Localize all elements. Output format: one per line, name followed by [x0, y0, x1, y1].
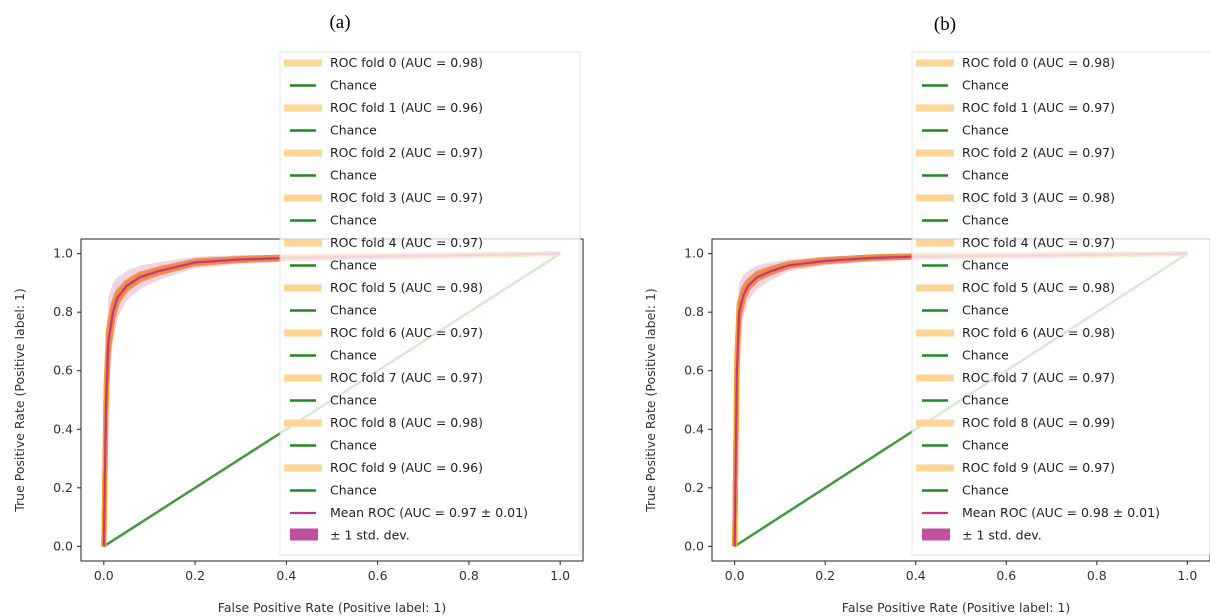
legend-label-fold-6: ROC fold 6 (AUC = 0.98) — [962, 325, 1115, 340]
legend-label-chance: Chance — [330, 438, 377, 453]
legend-label-chance: Chance — [962, 78, 1009, 93]
legend-label-fold-1: ROC fold 1 (AUC = 0.96) — [330, 100, 483, 115]
legend-label-fold-1: ROC fold 1 (AUC = 0.97) — [962, 100, 1115, 115]
legend-label-fold-0: ROC fold 0 (AUC = 0.98) — [962, 55, 1115, 70]
legend-label-chance: Chance — [330, 123, 377, 138]
x-tick-label: 0.0 — [94, 568, 114, 583]
legend-label-fold-8: ROC fold 8 (AUC = 0.98) — [330, 415, 483, 430]
legend-label-chance: Chance — [330, 483, 377, 498]
x-axis-label: False Positive Rate (Positive label: 1) — [218, 600, 446, 615]
legend-label-fold-2: ROC fold 2 (AUC = 0.97) — [330, 145, 483, 160]
y-tick-label: 0.8 — [684, 304, 704, 319]
x-tick-label: 0.2 — [815, 568, 835, 583]
legend-handle-std-dev — [290, 528, 318, 541]
legend-label-chance: Chance — [330, 168, 377, 183]
legend-label-mean-roc: Mean ROC (AUC = 0.98 ± 0.01) — [962, 505, 1160, 520]
y-tick-label: 0.8 — [53, 304, 73, 319]
legend-box — [279, 51, 581, 556]
legend-label-chance: Chance — [962, 393, 1009, 408]
legend-box — [911, 51, 1210, 556]
legend-label-fold-3: ROC fold 3 (AUC = 0.97) — [330, 190, 483, 205]
panel-label: (a) — [329, 12, 350, 33]
legend-label-fold-5: ROC fold 5 (AUC = 0.98) — [962, 280, 1115, 295]
y-tick-label: 0.6 — [684, 363, 704, 378]
legend-label-chance: Chance — [962, 348, 1009, 363]
legend-label-chance: Chance — [962, 123, 1009, 138]
x-tick-label: 0.4 — [276, 568, 296, 583]
legend: ROC fold 0 (AUC = 0.98) Chance ROC fold 1 … — [911, 51, 1210, 556]
legend: ROC fold 0 (AUC = 0.98) Chance ROC fold 1 … — [279, 51, 581, 556]
legend-label-fold-0: ROC fold 0 (AUC = 0.98) — [330, 55, 483, 70]
panel-label: (b) — [934, 14, 956, 35]
x-tick-label: 0.8 — [459, 568, 479, 583]
legend-label-fold-6: ROC fold 6 (AUC = 0.97) — [330, 325, 483, 340]
legend-label-chance: Chance — [330, 213, 377, 228]
legend-label-fold-8: ROC fold 8 (AUC = 0.99) — [962, 415, 1115, 430]
x-tick-label: 1.0 — [550, 568, 570, 583]
legend-label-fold-9: ROC fold 9 (AUC = 0.97) — [962, 460, 1115, 475]
legend-label-chance: Chance — [330, 258, 377, 273]
y-tick-label: 0.4 — [684, 421, 704, 436]
y-tick-label: 1.0 — [53, 246, 73, 261]
legend-label-chance: Chance — [962, 303, 1009, 318]
std-dev-band — [103, 253, 561, 547]
legend-label-mean-roc: Mean ROC (AUC = 0.97 ± 0.01) — [330, 505, 528, 520]
legend-label-fold-7: ROC fold 7 (AUC = 0.97) — [330, 370, 483, 385]
legend-label-chance: Chance — [962, 168, 1009, 183]
x-tick-label: 0.6 — [368, 568, 388, 583]
legend-label-fold-5: ROC fold 5 (AUC = 0.98) — [330, 280, 483, 295]
chart-panel-0: (a) 0.0 0.2 0.4 0.6 0.8 1.0 0.0 0.2 0.4 0.6 0.8 1.0 F… — [12, 12, 584, 615]
legend-label-fold-3: ROC fold 3 (AUC = 0.98) — [962, 190, 1115, 205]
y-tick-label: 0.6 — [53, 363, 73, 378]
legend-label-std-dev: ± 1 std. dev. — [962, 528, 1042, 543]
legend-label-chance: Chance — [330, 78, 377, 93]
legend-label-std-dev: ± 1 std. dev. — [330, 528, 410, 543]
x-tick-label: 0.4 — [906, 568, 926, 583]
y-tick-label: 0.0 — [53, 538, 73, 553]
legend-label-chance: Chance — [962, 213, 1009, 228]
x-tick-label: 1.0 — [1177, 568, 1197, 583]
legend-label-chance: Chance — [330, 303, 377, 318]
x-tick-label: 0.0 — [725, 568, 745, 583]
legend-handle-std-dev — [922, 528, 950, 541]
y-tick-label: 0.4 — [53, 421, 73, 436]
y-tick-label: 0.0 — [684, 538, 704, 553]
x-tick-label: 0.6 — [996, 568, 1016, 583]
y-axis-label: True Positive Rate (Positive label: 1) — [643, 288, 658, 513]
x-tick-label: 0.2 — [185, 568, 205, 583]
legend-label-chance: Chance — [330, 348, 377, 363]
legend-label-fold-4: ROC fold 4 (AUC = 0.97) — [330, 235, 483, 250]
legend-label-chance: Chance — [962, 483, 1009, 498]
x-axis-label: False Positive Rate (Positive label: 1) — [842, 600, 1070, 615]
legend-label-fold-4: ROC fold 4 (AUC = 0.97) — [962, 235, 1115, 250]
legend-label-fold-2: ROC fold 2 (AUC = 0.97) — [962, 145, 1115, 160]
y-tick-label: 0.2 — [684, 480, 704, 495]
y-axis-label: True Positive Rate (Positive label: 1) — [12, 288, 27, 513]
chart-panel-1: (b) 0.0 0.2 0.4 0.6 0.8 1.0 0.0 0.2 0.4 0.6 0.8 1.0 F… — [643, 14, 1210, 615]
legend-label-fold-9: ROC fold 9 (AUC = 0.96) — [330, 460, 483, 475]
y-tick-label: 1.0 — [684, 246, 704, 261]
legend-label-chance: Chance — [330, 393, 377, 408]
legend-label-fold-7: ROC fold 7 (AUC = 0.97) — [962, 370, 1115, 385]
x-tick-label: 0.8 — [1087, 568, 1107, 583]
y-tick-label: 0.2 — [53, 480, 73, 495]
legend-label-chance: Chance — [962, 438, 1009, 453]
legend-label-chance: Chance — [962, 258, 1009, 273]
